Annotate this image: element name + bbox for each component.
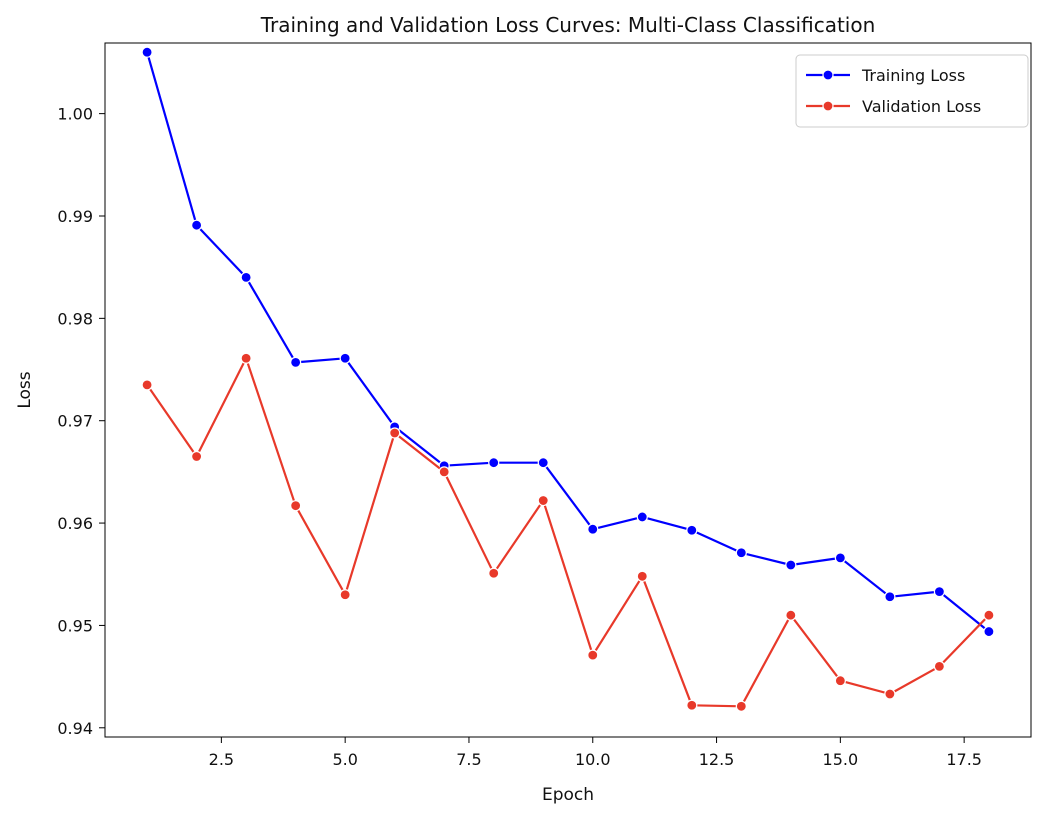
x-tick-label: 2.5 [209, 750, 234, 769]
y-tick-label: 0.97 [57, 412, 93, 431]
data-point [686, 699, 698, 711]
y-axis: 0.94 0.95 0.96 0.97 0.98 0.99 1.00 [57, 105, 105, 738]
x-tick-label: 12.5 [699, 750, 735, 769]
data-point [537, 457, 549, 469]
data-point [785, 559, 797, 571]
data-point [834, 675, 846, 687]
data-point [686, 524, 698, 536]
legend-marker [822, 100, 834, 112]
data-point [290, 356, 302, 368]
series-layer [141, 46, 995, 712]
y-tick-label: 0.99 [57, 207, 93, 226]
data-point [834, 552, 846, 564]
legend-box [795, 54, 1029, 128]
data-point [438, 466, 450, 478]
x-axis-label: Epoch [542, 785, 594, 805]
legend-marker [822, 69, 834, 81]
data-point [933, 586, 945, 598]
x-tick-label: 15.0 [823, 750, 859, 769]
series-line-validation-loss [146, 357, 990, 708]
data-point [933, 660, 945, 672]
data-point [636, 570, 648, 582]
y-axis-label: Loss [15, 371, 35, 408]
data-point [884, 591, 896, 603]
data-point [141, 46, 153, 58]
data-point [240, 352, 252, 364]
series-line-training-loss [146, 51, 990, 633]
data-point [389, 427, 401, 439]
y-tick-label: 0.94 [57, 719, 93, 738]
x-axis: 2.5 5.0 7.5 10.0 12.5 15.0 17.5 [209, 737, 982, 769]
y-tick-label: 0.96 [57, 514, 93, 533]
data-point [339, 589, 351, 601]
legend-label: Validation Loss [862, 97, 981, 116]
data-point [290, 500, 302, 512]
data-point [240, 271, 252, 284]
legend-label: Training Loss [861, 66, 965, 85]
data-point [884, 688, 896, 700]
y-tick-label: 1.00 [57, 105, 93, 124]
data-point [735, 700, 747, 712]
x-tick-label: 10.0 [575, 750, 611, 769]
x-tick-label: 7.5 [456, 750, 481, 769]
data-point [735, 547, 747, 559]
x-tick-label: 17.5 [946, 750, 982, 769]
y-tick-label: 0.95 [57, 616, 93, 635]
legend: Training Loss Validation Loss [795, 54, 1029, 128]
plot-area [104, 42, 1032, 738]
data-point [141, 379, 153, 391]
y-tick-label: 0.98 [57, 309, 93, 328]
data-point [785, 609, 797, 621]
data-point [537, 494, 549, 507]
plot-frame [104, 42, 1032, 738]
data-point [983, 609, 995, 621]
data-point [488, 567, 500, 579]
x-tick-label: 5.0 [332, 750, 357, 769]
data-point [587, 523, 599, 535]
data-point [191, 219, 203, 231]
chart-title: Training and Validation Loss Curves: Mul… [260, 13, 876, 37]
data-point [636, 511, 648, 523]
data-point [191, 450, 203, 463]
data-point [983, 625, 995, 638]
data-point [488, 457, 500, 469]
data-point [587, 649, 599, 661]
data-point [339, 352, 351, 364]
